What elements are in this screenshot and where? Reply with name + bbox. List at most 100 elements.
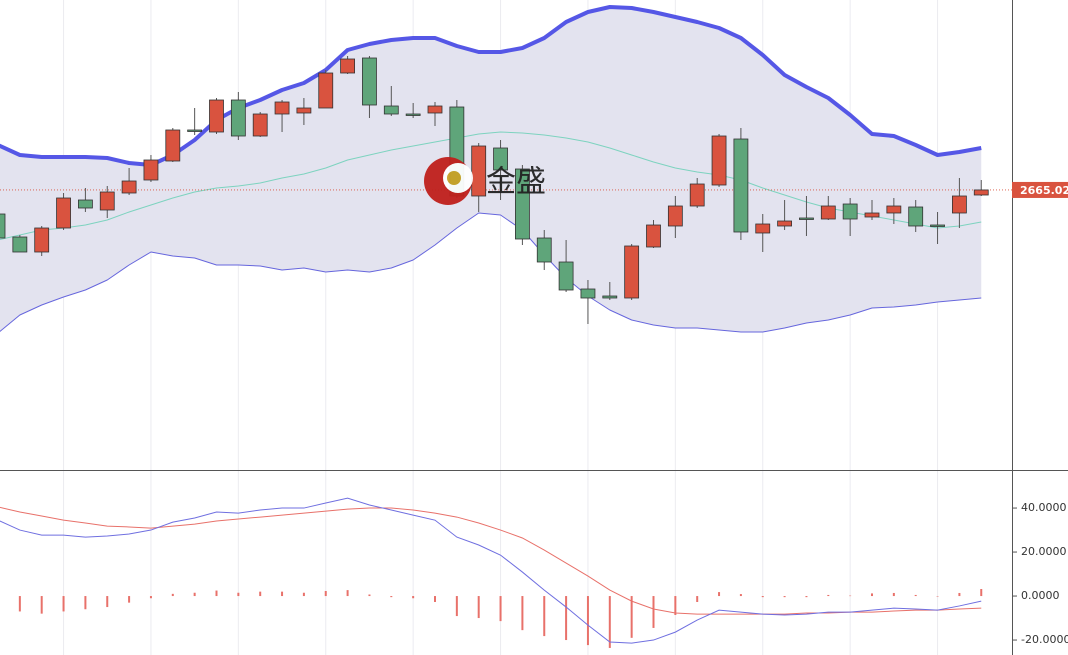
- histogram-bar: [892, 592, 895, 597]
- dif-line: [0, 497, 982, 644]
- candle-body: [973, 189, 989, 196]
- histogram-bar: [346, 590, 349, 597]
- candle-body: [78, 199, 93, 209]
- histogram-bar: [608, 596, 611, 648]
- histogram-bar: [783, 596, 786, 598]
- histogram-bar: [499, 596, 502, 622]
- histogram-bar: [565, 596, 568, 641]
- histogram-bar: [455, 596, 458, 617]
- candle-body: [580, 288, 596, 299]
- histogram-bar: [718, 592, 721, 597]
- histogram-bar: [237, 592, 240, 597]
- histogram-bar: [630, 596, 633, 638]
- histogram-bar: [827, 594, 830, 597]
- watermark: 金盛: [424, 157, 546, 205]
- histogram-bar: [193, 592, 196, 597]
- histogram-bar: [40, 596, 43, 614]
- candle-body: [252, 113, 268, 137]
- histogram-bar: [281, 591, 284, 597]
- histogram-bar: [477, 596, 480, 619]
- candle-body: [405, 113, 421, 116]
- candle-body: [689, 183, 705, 207]
- candle-body: [99, 191, 115, 211]
- candle-body: [383, 105, 399, 115]
- candle-body: [340, 58, 356, 74]
- price-panel: [0, 5, 1012, 333]
- logo-dot: [447, 171, 461, 185]
- histogram-bar: [302, 592, 305, 597]
- candle-body: [820, 205, 836, 220]
- candle-body: [187, 129, 203, 132]
- candle-body: [34, 227, 50, 253]
- candle-body: [777, 220, 792, 227]
- candle-body: [121, 180, 137, 194]
- axis-labels: 2665.020 40.0000 20.0000 0.0000 -20.0000: [1012, 181, 1068, 646]
- candle-body: [864, 212, 880, 218]
- candle-body: [602, 295, 618, 299]
- band-middle: [0, 131, 982, 241]
- y-tick-label: 0.0000: [1021, 589, 1060, 602]
- histogram-bar: [412, 596, 415, 599]
- histogram-bar: [761, 596, 764, 598]
- candle-body: [12, 236, 28, 253]
- histogram-bar: [696, 596, 699, 602]
- candle-body: [930, 224, 945, 227]
- candle-body: [799, 217, 814, 220]
- histogram-bar: [652, 596, 655, 628]
- candle-body: [471, 145, 487, 197]
- candle-body: [362, 57, 377, 106]
- histogram-bar: [128, 596, 131, 603]
- histogram-bar: [106, 596, 109, 608]
- candle-body: [952, 195, 967, 214]
- histogram-bar: [171, 593, 174, 597]
- histogram-bar: [871, 593, 873, 597]
- candle-body: [296, 107, 312, 114]
- candle-body: [646, 224, 661, 248]
- histogram-bar: [674, 596, 677, 615]
- candle-body: [624, 245, 640, 299]
- band-fill: [0, 7, 982, 332]
- histogram-bar: [434, 596, 436, 602]
- histogram-bar: [805, 596, 808, 598]
- candle-body: [733, 138, 749, 233]
- candle-body: [165, 129, 181, 162]
- candle-body: [209, 99, 224, 133]
- band-lower: [0, 212, 982, 333]
- histogram-bar: [936, 596, 939, 597]
- histogram-bar: [259, 591, 262, 597]
- y-tick-label: 40.0000: [1021, 501, 1067, 514]
- candle-body: [143, 159, 159, 181]
- candle-body: [536, 237, 552, 263]
- histogram-bar: [849, 595, 852, 597]
- histogram-bar: [215, 590, 218, 597]
- candle-body: [711, 135, 727, 186]
- band-upper: [0, 5, 982, 167]
- candle-body: [427, 105, 443, 114]
- histogram-bar: [324, 590, 327, 597]
- y-tick-label: 20.0000: [1021, 545, 1067, 558]
- candle-body: [886, 205, 902, 214]
- candle-body: [274, 101, 290, 115]
- price-label: 2665.020: [1020, 184, 1068, 197]
- candle-body: [842, 203, 858, 220]
- histogram-bar: [739, 594, 742, 597]
- histogram-bar: [980, 589, 983, 597]
- y-tick-label: -20.0000: [1021, 633, 1068, 646]
- histogram-bar: [84, 596, 87, 610]
- candle-body: [667, 205, 683, 227]
- histogram-bar: [586, 596, 589, 646]
- histogram-bar: [914, 594, 917, 597]
- histogram-bar: [62, 596, 65, 612]
- histogram-bar: [521, 596, 524, 631]
- candle-body: [56, 197, 71, 229]
- candle-body: [318, 72, 334, 109]
- histogram-bar: [390, 596, 393, 598]
- histogram-bar: [368, 594, 371, 597]
- macd-panel: [0, 497, 983, 648]
- price-label-box: [1012, 181, 1068, 198]
- candle-body: [515, 168, 530, 240]
- histogram-bar: [543, 596, 546, 637]
- histogram-bar: [958, 592, 961, 597]
